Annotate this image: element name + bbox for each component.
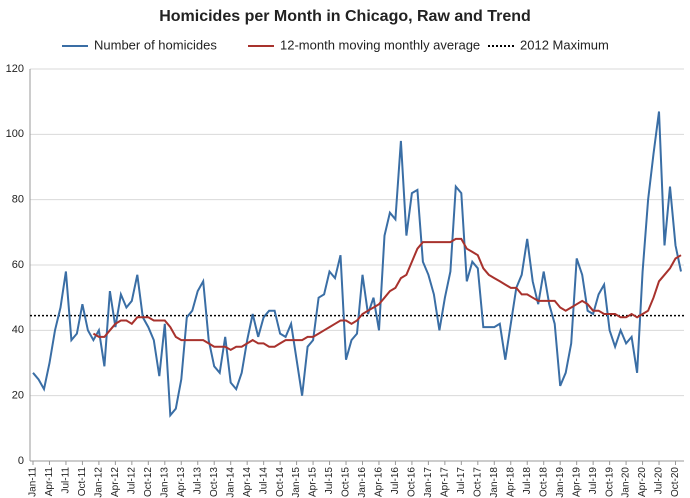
legend-label: 2012 Maximum xyxy=(520,37,609,52)
y-tick-label: 60 xyxy=(12,259,24,271)
x-tick-label: Apr-11 xyxy=(44,467,55,497)
y-tick-label: 120 xyxy=(6,63,24,75)
chart-title: Homicides per Month in Chicago, Raw and … xyxy=(159,8,531,25)
series-line xyxy=(92,237,682,352)
x-tick-label: Jan-19 xyxy=(555,467,566,498)
legend-label: Number of homicides xyxy=(94,37,217,52)
y-tick-label: 40 xyxy=(12,324,24,336)
x-tick-label: Jan-14 xyxy=(225,467,236,498)
x-tick-label: Apr-19 xyxy=(571,467,582,497)
x-tick-label: Apr-18 xyxy=(505,467,516,497)
x-tick-label: Jan-20 xyxy=(621,467,632,498)
legend-label: 12-month moving monthly average xyxy=(280,37,480,52)
y-tick-label: 80 xyxy=(12,194,24,206)
x-tick-label: Oct-18 xyxy=(538,467,549,497)
x-tick-label: Jan-11 xyxy=(28,467,39,497)
x-tick-label: Oct-15 xyxy=(341,467,352,497)
x-tick-label: Jan-16 xyxy=(357,467,368,498)
x-tick-label: Oct-13 xyxy=(209,467,220,497)
x-tick-label: Jan-15 xyxy=(291,467,302,498)
x-tick-label: Apr-17 xyxy=(440,467,451,497)
x-tick-label: Jul-19 xyxy=(588,467,599,495)
x-tick-label: Jul-16 xyxy=(390,467,401,495)
x-tick-label: Oct-12 xyxy=(143,467,154,497)
x-tick-label: Jan-18 xyxy=(489,467,500,498)
y-tick-label: 100 xyxy=(6,128,24,140)
x-tick-label: Oct-19 xyxy=(604,467,615,497)
x-tick-label: Oct-17 xyxy=(472,467,483,497)
x-tick-label: Apr-16 xyxy=(374,467,385,497)
x-tick-label: Jan-13 xyxy=(159,467,170,498)
x-tick-label: Jul-18 xyxy=(522,467,533,495)
x-tick-label: Jul-17 xyxy=(456,467,467,495)
series-line xyxy=(32,111,682,418)
x-tick-label: Jul-14 xyxy=(258,467,269,495)
x-tick-label: Apr-15 xyxy=(308,467,319,497)
x-tick-label: Jan-12 xyxy=(94,467,105,498)
y-tick-label: 20 xyxy=(12,390,24,402)
x-tick-label: Oct-16 xyxy=(407,467,418,497)
x-tick-label: Oct-14 xyxy=(275,467,286,497)
x-tick-label: Jul-20 xyxy=(654,467,665,495)
x-tick-label: Jul-13 xyxy=(192,467,203,495)
x-tick-label: Apr-14 xyxy=(242,467,253,497)
y-tick-label: 0 xyxy=(18,455,24,467)
x-tick-label: Apr-12 xyxy=(110,467,121,497)
x-tick-label: Jul-12 xyxy=(126,467,137,495)
x-tick-label: Oct-20 xyxy=(670,467,681,497)
x-tick-label: Jul-11 xyxy=(61,467,72,494)
x-tick-label: Jan-17 xyxy=(423,467,434,498)
x-tick-label: Apr-13 xyxy=(176,467,187,497)
x-tick-label: Jul-15 xyxy=(324,467,335,495)
x-tick-label: Oct-11 xyxy=(77,467,88,497)
x-tick-label: Apr-20 xyxy=(637,467,648,497)
